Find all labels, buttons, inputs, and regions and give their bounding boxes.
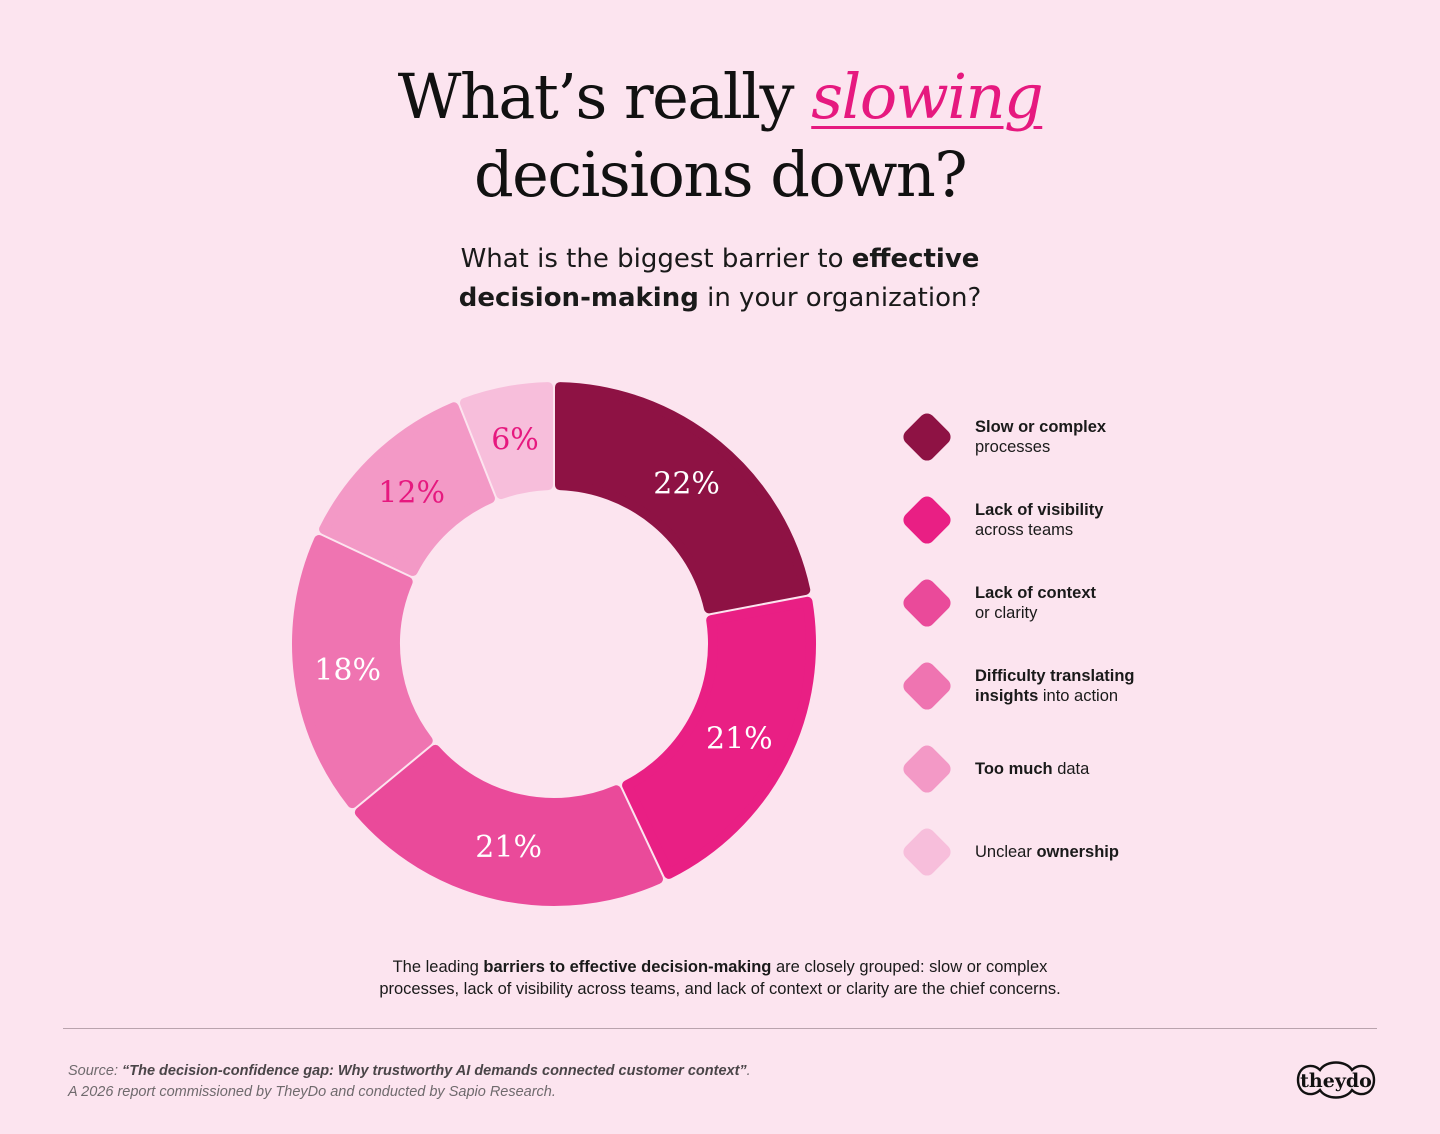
summary-text-2: are closely grouped: slow or complex [771, 958, 1048, 976]
legend-item-slow-processes: Slow or complex processes [900, 410, 1320, 470]
legend-label: Lack of visibility across teams [975, 501, 1104, 539]
question-text-1: What is the biggest barrier to [460, 244, 852, 274]
legend-swatch [900, 825, 954, 879]
donut-slice [459, 382, 554, 500]
slice-value-label: 21% [475, 830, 542, 865]
legend-item-unclear-ownership: Unclear ownership [900, 825, 1320, 885]
theydo-logo: theydo [1296, 1061, 1376, 1099]
slice-value-label: 6% [491, 423, 539, 458]
legend-label: Lack of context or clarity [975, 584, 1097, 622]
slice-value-label: 18% [314, 653, 381, 688]
summary-line-2: processes, lack of visibility across tea… [379, 980, 1061, 998]
legend-label: Unclear ownership [975, 843, 1119, 861]
question-bold-1: effective [851, 244, 980, 274]
slice-value-label: 22% [653, 467, 720, 502]
legend-item-difficulty-translating: Difficulty translating insights into acti… [900, 659, 1320, 719]
legend-swatch [900, 576, 954, 630]
question-bold-2: decision-making [458, 283, 699, 313]
donut-slice [622, 596, 816, 879]
legend-swatch [900, 410, 954, 464]
slice-value-label: 12% [378, 475, 445, 510]
legend-item-lack-context: Lack of context or clarity [900, 576, 1320, 636]
summary-bold: barriers to effective decision-making [483, 958, 772, 976]
donut-slice [554, 382, 811, 614]
title-line2: decisions down? [473, 138, 968, 211]
summary-text-1: The leading [392, 958, 484, 976]
legend-label: Too much data [975, 760, 1090, 778]
slice-value-label: 21% [706, 721, 773, 756]
question-text-2: in your organization? [698, 283, 982, 313]
footer-divider [63, 1028, 1377, 1029]
survey-question: What is the biggest barrier to effective… [0, 240, 1440, 318]
legend-swatch [900, 659, 954, 713]
legend-swatch [900, 493, 954, 547]
legend-label: Slow or complex processes [975, 418, 1107, 456]
legend-item-lack-visibility: Lack of visibility across teams [900, 493, 1320, 553]
logo-text: theydo [1300, 1070, 1372, 1092]
legend-item-too-much-data: Too much data [900, 742, 1320, 802]
source-citation: Source: “The decision-confidence gap: Wh… [68, 1061, 751, 1103]
chart-summary: The leading barriers to effective decisi… [0, 956, 1440, 1000]
title-accent-word: slowing [811, 60, 1044, 133]
legend-swatch [900, 742, 954, 796]
page-title: What’s really slowing decisions down? [0, 58, 1440, 214]
source-line-2: A 2026 report commissioned by TheyDo and… [68, 1084, 556, 1100]
legend-label: Difficulty translating insights into acti… [975, 667, 1135, 705]
source-prefix: Source: [68, 1063, 122, 1079]
donut-slice [292, 535, 433, 809]
donut-slice [354, 744, 663, 906]
source-suffix: . [746, 1063, 751, 1079]
title-prefix: What’s really [397, 60, 812, 133]
donut-slice [319, 402, 495, 576]
source-title: “The decision-confidence gap: Why trustw… [122, 1063, 747, 1079]
